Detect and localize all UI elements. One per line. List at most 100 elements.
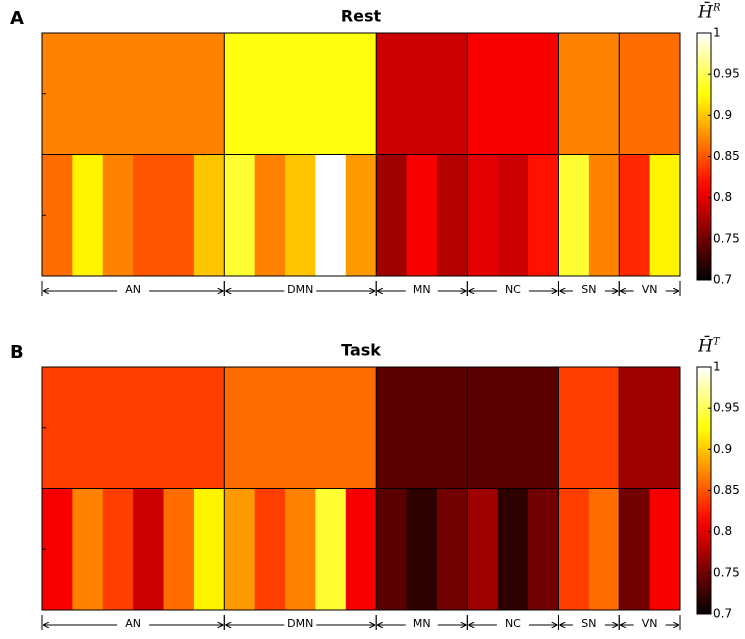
- node-cell: [163, 154, 195, 276]
- colorbar-tick-label: 0.85: [713, 483, 740, 497]
- node-cell: [72, 154, 104, 276]
- colorbar-tick-label: 1: [713, 26, 721, 40]
- node-cell: [285, 154, 316, 276]
- colorbar-tick-label: 0.75: [713, 231, 740, 245]
- network-label: MN: [413, 283, 431, 296]
- node-cell: [42, 488, 73, 610]
- node-cell: [528, 154, 559, 276]
- network-label: VN: [642, 283, 658, 296]
- network-label: AN: [125, 617, 141, 630]
- node-cell: [649, 154, 681, 276]
- network-cell: [42, 367, 225, 489]
- colorbar-tick-label: 0.9: [713, 442, 732, 456]
- chart-title: Rest: [341, 7, 382, 26]
- label-bg: [633, 618, 666, 631]
- network-cell: [619, 367, 680, 489]
- node-cell: [133, 488, 164, 610]
- network-cell: [619, 33, 680, 155]
- node-cell: [224, 488, 256, 610]
- label-bg: [496, 618, 529, 631]
- node-cell: [315, 154, 347, 276]
- network-label: DMN: [287, 617, 313, 630]
- node-cell: [558, 488, 590, 610]
- network-label: AN: [125, 283, 141, 296]
- colorbar-label: H̄: [697, 334, 714, 356]
- node-cell: [102, 154, 134, 276]
- node-cell: [285, 488, 316, 610]
- node-cell: [224, 154, 256, 276]
- colorbar-label-sup: T: [713, 337, 721, 348]
- node-cell: [315, 488, 347, 610]
- node-cell: [467, 488, 499, 610]
- node-cell: [133, 154, 164, 276]
- colorbar-tick-label: 1: [713, 360, 721, 374]
- network-label: VN: [642, 617, 658, 630]
- network-label: NC: [505, 617, 521, 630]
- node-cell: [558, 154, 590, 276]
- network-cell: [467, 33, 559, 155]
- node-cell: [649, 488, 681, 610]
- node-cell: [254, 154, 286, 276]
- node-cell: [406, 488, 438, 610]
- colorbar-tick-label: 0.7: [713, 607, 732, 621]
- node-cell: [588, 488, 620, 610]
- node-cell: [467, 154, 499, 276]
- node-cell: [163, 488, 195, 610]
- network-label: SN: [581, 617, 596, 630]
- node-cell: [376, 154, 407, 276]
- colorbar-tick-label: 0.8: [713, 524, 732, 538]
- network-cell: [558, 33, 620, 155]
- network-cell: [558, 367, 620, 489]
- label-bg: [117, 284, 150, 297]
- network-cell: [376, 367, 468, 489]
- label-bg: [284, 284, 317, 297]
- colorbar-label-sup: R: [712, 3, 721, 14]
- colorbar-tick-label: 0.95: [713, 401, 740, 415]
- node-cell: [528, 488, 559, 610]
- panel-label: B: [10, 342, 24, 363]
- node-cell: [376, 488, 407, 610]
- node-cell: [42, 154, 73, 276]
- network-cell: [376, 33, 468, 155]
- network-cell: [224, 33, 377, 155]
- node-cell: [345, 488, 377, 610]
- label-bg: [405, 618, 438, 631]
- chart-title: Task: [341, 341, 381, 360]
- colorbar-tick-label: 0.95: [713, 67, 740, 81]
- label-bg: [405, 284, 438, 297]
- label-bg: [284, 618, 317, 631]
- colorbar-label: H̄: [697, 0, 714, 22]
- network-label: MN: [413, 617, 431, 630]
- network-cell: [467, 367, 559, 489]
- node-cell: [345, 154, 377, 276]
- colorbar-tick-label: 0.75: [713, 565, 740, 579]
- node-cell: [588, 154, 620, 276]
- node-cell: [193, 488, 225, 610]
- colorbar-tick-label: 0.85: [713, 149, 740, 163]
- network-cell: [224, 367, 377, 489]
- node-cell: [436, 488, 468, 610]
- label-bg: [572, 284, 605, 297]
- node-cell: [436, 154, 468, 276]
- label-bg: [572, 618, 605, 631]
- colorbar-tick-label: 0.8: [713, 190, 732, 204]
- panel-label: A: [10, 8, 24, 29]
- node-cell: [406, 154, 438, 276]
- network-cell: [42, 33, 225, 155]
- node-cell: [497, 488, 529, 610]
- colorbar-tick-label: 0.9: [713, 108, 732, 122]
- node-cell: [619, 488, 651, 610]
- node-cell: [619, 154, 651, 276]
- node-cell: [497, 154, 529, 276]
- node-cell: [102, 488, 134, 610]
- colorbar-tick-label: 0.7: [713, 273, 732, 287]
- node-cell: [72, 488, 104, 610]
- network-label: DMN: [287, 283, 313, 296]
- network-label: SN: [581, 283, 596, 296]
- label-bg: [633, 284, 666, 297]
- node-cell: [254, 488, 286, 610]
- label-bg: [117, 618, 150, 631]
- label-bg: [496, 284, 529, 297]
- network-label: NC: [505, 283, 521, 296]
